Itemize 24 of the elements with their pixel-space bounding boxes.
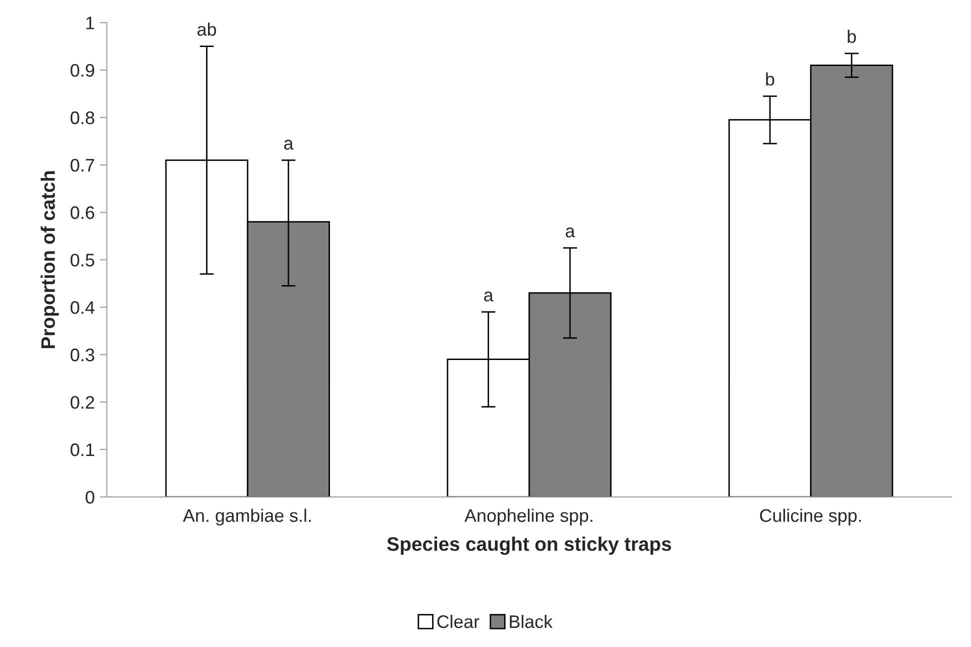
- y-tick-label: 0: [86, 490, 94, 504]
- x-tick-label: An. gambiae s.l.: [182, 508, 311, 526]
- x-tick-label: Anopheline spp.: [464, 508, 592, 526]
- annotation: b: [848, 30, 856, 43]
- y-tick-label: 0.7: [70, 158, 94, 172]
- y-tick-label: 0.2: [70, 396, 94, 409]
- annotation: a: [284, 140, 294, 150]
- y-tick-label: 0.8: [70, 111, 94, 124]
- annotation: ab: [198, 22, 216, 36]
- y-tick-label: 0.9: [70, 64, 94, 77]
- x-axis-title: Species caught on sticky traps: [387, 536, 672, 555]
- y-tick-label: 1: [86, 16, 94, 30]
- y-axis-title: Proportion of catch: [40, 171, 59, 348]
- annotation: a: [484, 292, 494, 302]
- y-tick-label: 0.6: [70, 206, 94, 220]
- annotation: a: [566, 228, 576, 238]
- x-tick-label: Culicine spp.: [760, 508, 861, 526]
- y-tick-label: 0.4: [70, 301, 94, 314]
- y-tick-label: 0.1: [70, 443, 94, 456]
- legend-label: Black: [510, 614, 553, 628]
- legend-label: Clear: [437, 614, 480, 628]
- y-tick-label: 0.3: [70, 348, 94, 362]
- y-tick-label: 0.5: [70, 254, 94, 266]
- annotation: b: [766, 72, 774, 86]
